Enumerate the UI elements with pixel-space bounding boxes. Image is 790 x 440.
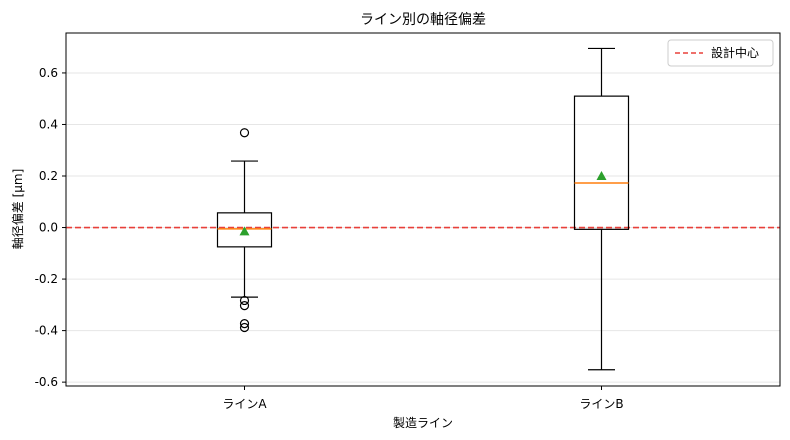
outlier-point [239,301,250,311]
x-tick-label: ラインB [579,397,623,411]
outlier-point [239,128,250,138]
legend-frame [667,39,774,67]
y-tick-label: 0.2 [39,169,58,183]
outlier-point [239,319,250,329]
outlier-point [239,295,250,306]
boxes [216,47,630,371]
y-tick-label: 0.4 [39,117,58,131]
box-iqr [216,212,273,248]
x-axis-title: 製造ライン [393,416,453,430]
y-axis: -0.6 -0.4 -0.2 0.0 0.2 0.4 0.6 [35,66,66,389]
outlier-point [239,322,250,333]
box-group [216,128,273,333]
y-tick-label: 0.6 [39,66,58,80]
legend: 設計中心 [667,39,774,67]
y-axis-title: 軸径偏差 [μm] [10,169,25,250]
y-tick-label: -0.4 [35,324,58,338]
y-tick-label: -0.2 [35,272,58,286]
x-tick-label: ラインA [222,397,267,411]
y-tick-label: 0.0 [39,221,58,235]
chart-title: ライン別の軸径偏差 [360,12,486,28]
box-iqr [573,95,630,230]
plot-frame [65,32,781,387]
legend-reference-label: 設計中心 [711,45,759,60]
mean-marker [596,171,607,181]
box-group [573,47,630,371]
mean-marker [239,226,250,236]
y-tick-label: -0.6 [35,375,58,389]
x-axis: ラインA ラインB [222,386,624,411]
